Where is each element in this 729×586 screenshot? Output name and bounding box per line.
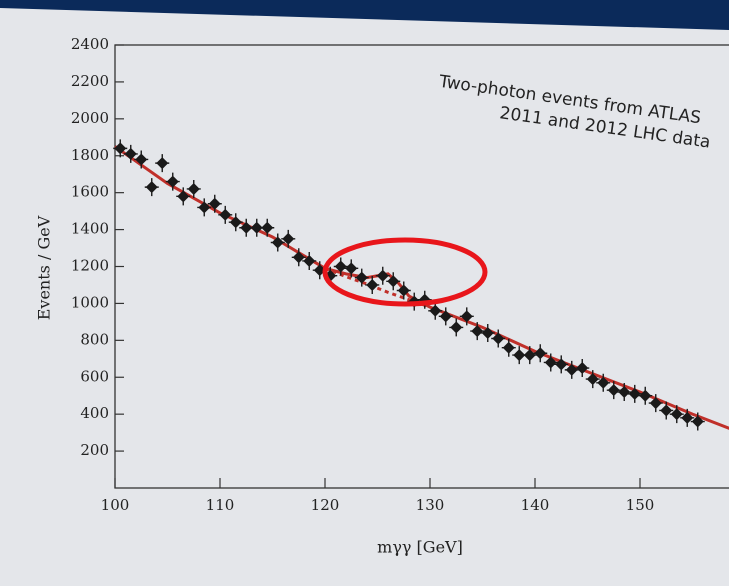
- y-tick-label: 2400: [71, 35, 109, 53]
- y-tick-label: 600: [80, 367, 109, 385]
- y-tick-label: 800: [80, 330, 109, 348]
- x-axis-label: mγγ [GeV]: [377, 538, 463, 557]
- x-tick-label: 140: [521, 496, 550, 514]
- y-tick-label: 1600: [71, 183, 109, 201]
- y-tick-label: 200: [80, 441, 109, 459]
- x-tick-label: 120: [311, 496, 340, 514]
- y-tick-label: 1800: [71, 146, 109, 164]
- y-tick-label: 1200: [71, 257, 109, 275]
- chart: Two-photon events from ATLAS 2011 and 20…: [0, 0, 729, 586]
- y-tick-label: 2000: [71, 109, 109, 127]
- x-tick-label: 100: [101, 496, 130, 514]
- y-tick-label: 1400: [71, 220, 109, 238]
- x-tick-label: 130: [416, 496, 445, 514]
- x-tick-label: 110: [206, 496, 235, 514]
- y-axis-label: Events / GeV: [35, 215, 54, 320]
- x-tick-label: 150: [626, 496, 655, 514]
- y-tick-label: 1000: [71, 293, 109, 311]
- y-tick-label: 400: [80, 404, 109, 422]
- y-tick-label: 2200: [71, 72, 109, 90]
